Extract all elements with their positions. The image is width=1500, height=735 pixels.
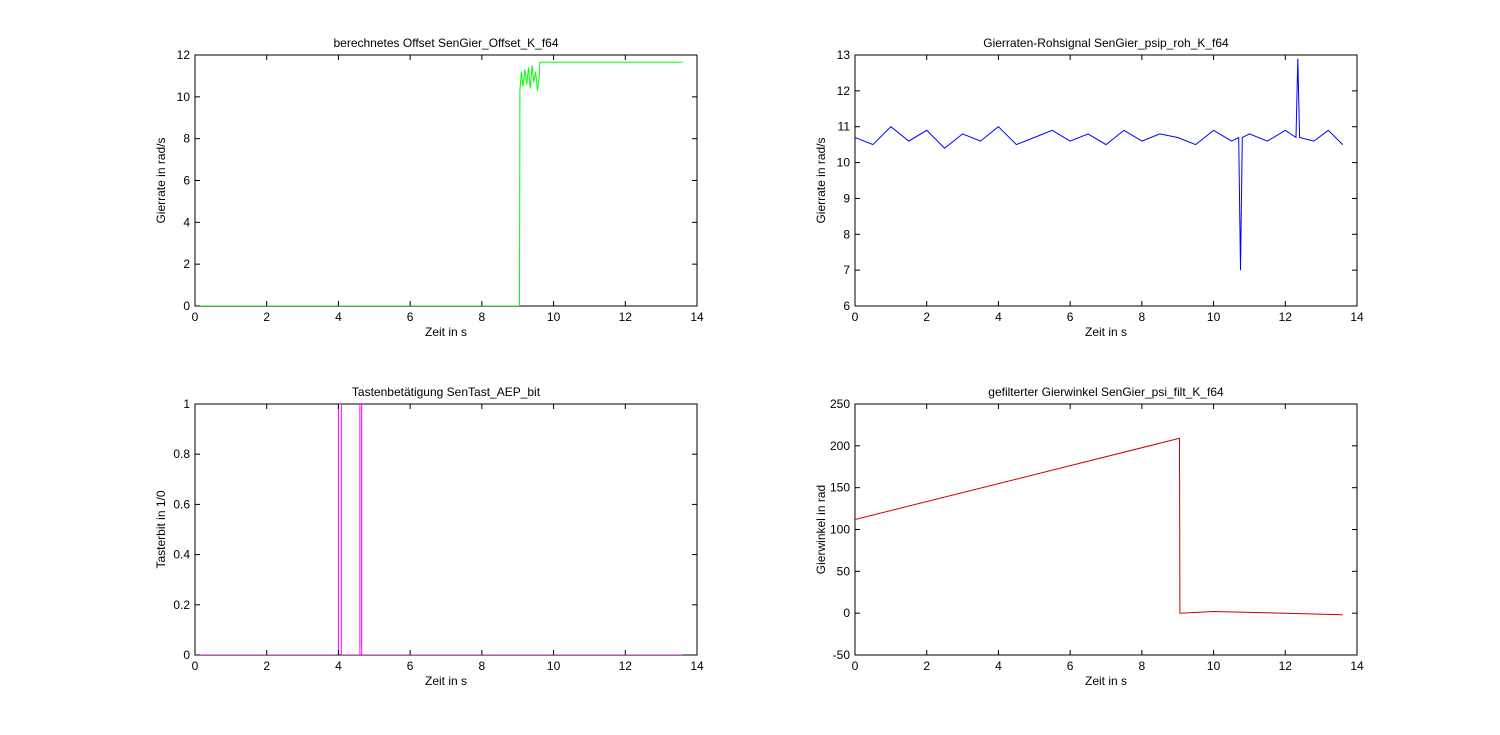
x-tick-label: 14: [1350, 659, 1364, 673]
series-line-1: [195, 61, 683, 306]
x-tick-label: 2: [923, 659, 930, 673]
y-tick-label: 13: [837, 48, 851, 62]
subplot-2: 0 2 4 6 8 10 12 14 6 7 8 9 10 11 12 13 Gierraten-Rohsign…: [814, 36, 1364, 339]
y-tick-label: 0: [183, 299, 190, 313]
y-tick-label: 10: [177, 90, 191, 104]
y-tick-label: 8: [183, 132, 190, 146]
subplot-1: 0 2 4 6 8 10 12 14 0 2 4 6 8 10 12 berechnetes Offset S…: [154, 36, 704, 339]
y-tick-label: 0: [843, 606, 850, 620]
series-line-1: [855, 58, 1344, 271]
y-tick-label: 0.2: [173, 598, 190, 612]
series-line-1: [855, 437, 1343, 616]
y-tick-label: 8: [843, 227, 850, 241]
y-tick-label: 12: [837, 84, 851, 98]
y-tick-label: -50: [833, 648, 851, 662]
y-tick-label: 1: [183, 397, 190, 411]
x-axis-label: Zeit in s: [1085, 674, 1127, 688]
x-tick-label: 6: [1067, 659, 1074, 673]
y-tick-label: 11: [838, 120, 851, 134]
y-tick-label: 6: [843, 299, 850, 313]
x-tick-label: 14: [690, 310, 704, 324]
x-tick-label: 8: [479, 659, 486, 673]
x-tick-label: 6: [1067, 310, 1074, 324]
x-tick-label: 10: [547, 659, 561, 673]
y-tick-label: 250: [830, 397, 850, 411]
x-tick-label: 6: [407, 310, 414, 324]
y-tick-label: 0: [183, 648, 190, 662]
chart-title: gefilterter Gierwinkel SenGier_psi_filt_…: [988, 385, 1224, 399]
axes-box: [854, 403, 1358, 656]
chart-title: berechnetes Offset SenGier_Offset_K_f64: [333, 36, 558, 50]
y-tick-label: 7: [843, 263, 850, 277]
x-tick-label: 4: [335, 310, 342, 324]
y-tick-label: 0.4: [173, 548, 190, 562]
subplot-3: 0 2 4 6 8 10 12 14 0 0.2 0.4 0.6 0.8 1 Tastenbetätigun…: [154, 385, 704, 688]
y-tick-label: 9: [843, 191, 850, 205]
x-tick-label: 10: [547, 310, 561, 324]
y-tick-label: 200: [830, 439, 850, 453]
x-tick-label: 12: [619, 659, 633, 673]
x-tick-label: 8: [1139, 310, 1146, 324]
y-axis-label: Gierrate in rad/s: [154, 137, 168, 223]
x-tick-label: 2: [263, 310, 270, 324]
y-tick-label: 0.6: [173, 497, 190, 511]
y-tick-label: 4: [183, 215, 190, 229]
axes-box: [194, 403, 698, 656]
x-tick-label: 12: [1279, 310, 1293, 324]
y-tick-label: 6: [183, 174, 190, 188]
chart-title: Gierraten-Rohsignal SenGier_psip_roh_K_f…: [983, 36, 1229, 50]
y-tick-label: 50: [837, 564, 851, 578]
y-tick-label: 12: [177, 48, 191, 62]
axes-box: [194, 54, 698, 307]
y-tick-label: 100: [830, 523, 850, 537]
y-axis-label: Tasterbit in 1/0: [154, 490, 168, 568]
x-tick-label: 12: [1279, 659, 1293, 673]
x-tick-label: 8: [1139, 659, 1146, 673]
y-tick-label: 2: [183, 257, 190, 271]
y-tick-label: 10: [837, 156, 851, 170]
subplot-4: 0 2 4 6 8 10 12 14-50050100150200250gefilterter…: [814, 385, 1364, 688]
y-axis-label: Gierrate in rad/s: [814, 137, 828, 223]
x-tick-label: 4: [335, 659, 342, 673]
x-tick-label: 10: [1207, 310, 1221, 324]
x-axis-label: Zeit in s: [425, 674, 467, 688]
x-tick-label: 2: [923, 310, 930, 324]
chart-title: Tastenbetätigung SenTast_AEP_bit: [352, 385, 541, 399]
axes-box: [854, 54, 1358, 307]
x-tick-label: 10: [1207, 659, 1221, 673]
x-tick-label: 6: [407, 659, 414, 673]
x-tick-label: 8: [479, 310, 486, 324]
x-tick-label: 4: [995, 310, 1002, 324]
y-tick-label: 0.8: [173, 447, 190, 461]
x-tick-label: 0: [852, 310, 859, 324]
x-tick-label: 4: [995, 659, 1002, 673]
x-tick-label: 12: [619, 310, 633, 324]
x-axis-label: Zeit in s: [1085, 325, 1127, 339]
x-tick-label: 14: [1350, 310, 1364, 324]
x-tick-label: 0: [852, 659, 859, 673]
x-tick-label: 14: [690, 659, 704, 673]
y-axis-label: Gierwinkel in rad: [814, 485, 828, 574]
y-tick-label: 150: [830, 481, 850, 495]
x-tick-label: 0: [192, 659, 199, 673]
x-tick-label: 0: [192, 310, 199, 324]
x-tick-label: 2: [263, 659, 270, 673]
x-axis-label: Zeit in s: [425, 325, 467, 339]
series-line-1: [195, 404, 683, 655]
